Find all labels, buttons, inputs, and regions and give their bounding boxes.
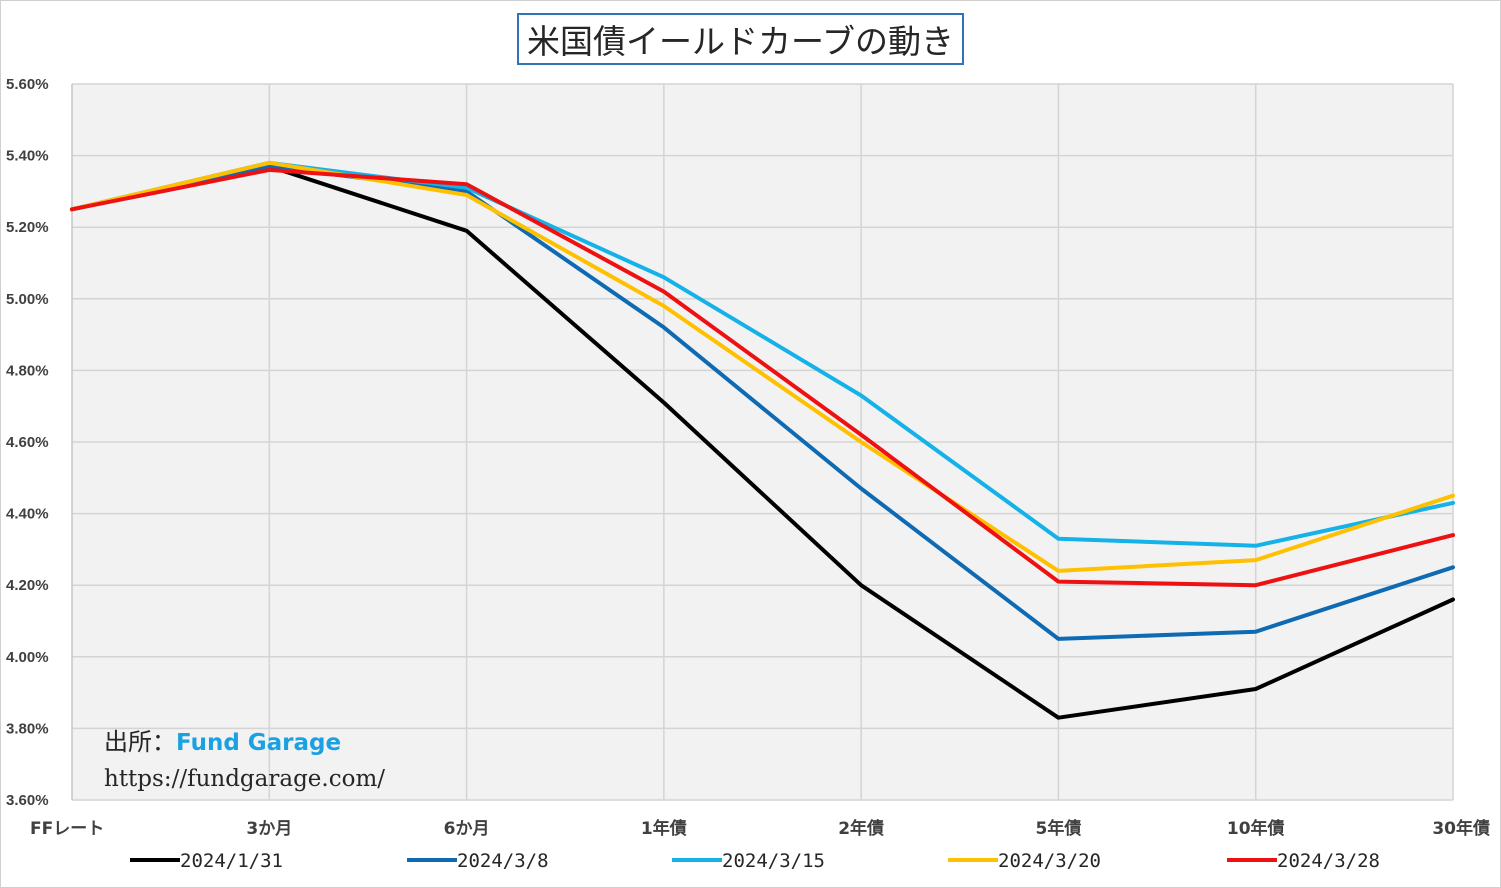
legend-label: 2024/3/8	[457, 850, 549, 872]
legend-label: 2024/3/28	[1277, 850, 1380, 872]
y-tick-label: 5.20%	[6, 219, 49, 236]
legend-label: 2024/3/20	[998, 850, 1101, 872]
y-tick-label: 4.60%	[6, 434, 49, 451]
y-tick-label: 4.00%	[6, 649, 49, 666]
series-lines	[70, 160, 1455, 720]
chart-title-text: 米国債イールドカーブの動き	[527, 22, 955, 61]
y-axis-ticks: 3.60% 3.80% 4.00% 4.20% 4.40% 4.60% 4.80% 5.00%…	[6, 76, 49, 809]
y-tick-label: 5.60%	[6, 76, 49, 93]
y-tick-label: 4.80%	[6, 362, 49, 379]
x-tick-label: FFレート	[30, 819, 104, 839]
x-axis-ticks: FFレート 3か月 6か月 1年債 2年債 5年債 10年債 30年債	[30, 818, 1490, 839]
x-tick-label: 30年債	[1432, 818, 1490, 839]
legend: 2024/1/31 2024/3/8 2024/3/15 2024/3/20 2024/…	[130, 850, 1380, 872]
source-brand: Fund Garage	[176, 730, 342, 756]
source-label: 出所：	[104, 728, 176, 756]
chart-title: 米国債イールドカーブの動き	[517, 13, 965, 65]
y-tick-label: 5.00%	[6, 291, 49, 308]
series-line-2024/3/20	[70, 160, 1455, 573]
series-line-2024/3/28	[70, 167, 1455, 588]
legend-label: 2024/1/31	[180, 850, 283, 872]
x-tick-label: 5年債	[1036, 818, 1082, 839]
y-tick-label: 4.40%	[6, 506, 49, 523]
y-tick-label: 3.80%	[6, 720, 49, 737]
y-tick-label: 4.20%	[6, 577, 49, 594]
x-tick-label: 1年債	[641, 818, 687, 839]
source-url: https://fundgarage.com/	[104, 766, 386, 792]
x-tick-label: 6か月	[444, 819, 490, 839]
y-tick-label: 5.40%	[6, 148, 49, 165]
source-note: 出所：Fund Garage	[104, 722, 341, 757]
x-tick-label: 2年債	[838, 818, 884, 839]
y-tick-label: 3.60%	[6, 792, 49, 809]
x-tick-label: 3か月	[246, 819, 292, 839]
series-line-2024/1/31	[70, 164, 1455, 720]
x-tick-label: 10年債	[1227, 818, 1285, 839]
legend-label: 2024/3/15	[722, 850, 825, 872]
